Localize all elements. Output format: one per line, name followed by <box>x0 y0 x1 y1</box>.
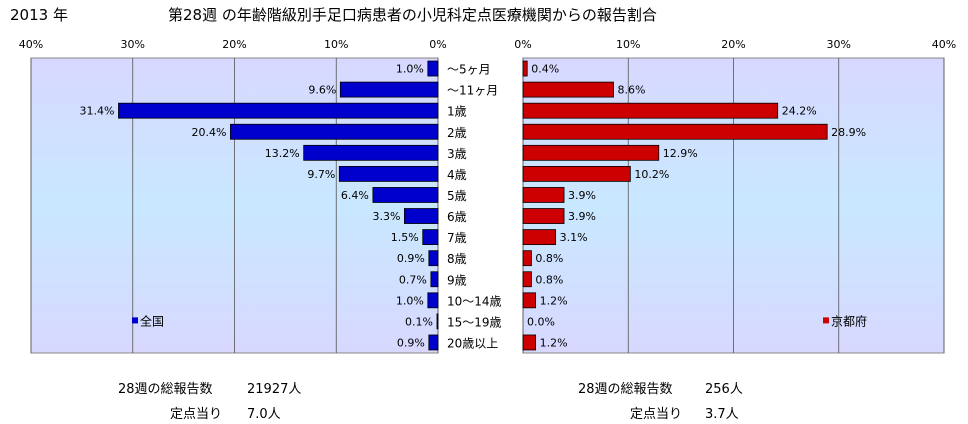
national-legend-label: 全国 <box>140 313 164 328</box>
kyoto-bar <box>522 334 537 351</box>
category-label: ～11ヶ月 <box>447 84 498 98</box>
kyoto-per-value: 3.7人 <box>705 407 739 422</box>
national-data-label: 31.4% <box>80 105 115 118</box>
category-label: 2歳 <box>447 126 467 140</box>
national-data-label: 9.7% <box>307 168 335 181</box>
kyoto-legend-label: 京都府 <box>831 313 867 328</box>
national-data-label: 6.4% <box>341 189 369 202</box>
kyoto-bar <box>522 144 660 161</box>
category-label: 10～14歳 <box>447 294 502 308</box>
kyoto-data-label: 0.4% <box>531 63 559 76</box>
national-bar <box>436 313 439 330</box>
right-tick-label: 30% <box>827 38 851 51</box>
national-legend-swatch <box>132 317 138 324</box>
national-bar <box>430 271 439 288</box>
kyoto-bar <box>522 60 528 77</box>
category-label: 3歳 <box>447 147 467 161</box>
kyoto-data-label: 0.0% <box>527 315 555 328</box>
left-tick-label: 20% <box>222 38 246 51</box>
national-bar <box>428 334 439 351</box>
kyoto-per-label: 定点当り <box>630 407 683 422</box>
kyoto-data-label: 10.2% <box>634 168 669 181</box>
national-bar <box>372 187 439 203</box>
category-label: ～5ヶ月 <box>447 63 491 77</box>
kyoto-data-label: 3.1% <box>560 231 588 244</box>
kyoto-bar <box>522 292 537 309</box>
national-data-label: 1.0% <box>396 63 424 76</box>
national-weekly-label: 28週の総報告数 <box>118 382 213 397</box>
kyoto-data-label: 1.2% <box>540 336 568 349</box>
kyoto-bar <box>522 81 614 98</box>
national-data-label: 0.7% <box>399 273 427 286</box>
national-data-label: 1.0% <box>396 294 424 307</box>
category-label: 9歳 <box>447 273 467 287</box>
left-tick-label: 0% <box>429 38 446 51</box>
kyoto-data-label: 24.2% <box>782 105 817 118</box>
national-bar <box>427 60 439 77</box>
national-bar <box>230 123 439 140</box>
right-tick-label: 40% <box>932 38 956 51</box>
chart-title: 第28週 の年齢階級別手足口病患者の小児科定点医療機関からの報告割合 <box>168 6 657 24</box>
kyoto-bar <box>522 102 779 119</box>
kyoto-data-label: 3.9% <box>568 210 596 223</box>
national-data-label: 0.1% <box>405 315 433 328</box>
national-data-label: 1.5% <box>391 231 419 244</box>
national-bar <box>427 292 439 309</box>
national-bar <box>303 144 439 161</box>
national-bar <box>338 165 439 182</box>
chart-year: 2013 年 <box>10 6 68 24</box>
kyoto-data-label: 12.9% <box>663 147 698 160</box>
national-data-label: 13.2% <box>265 147 300 160</box>
kyoto-bar <box>522 165 631 182</box>
national-bar <box>339 81 439 98</box>
national-bar <box>422 229 439 246</box>
category-label: 4歳 <box>447 168 467 182</box>
category-label: 6歳 <box>447 210 467 224</box>
kyoto-bar <box>522 123 828 140</box>
left-tick-label: 10% <box>324 38 348 51</box>
category-label: 7歳 <box>447 231 467 245</box>
kyoto-data-label: 1.2% <box>540 294 568 307</box>
kyoto-weekly-label: 28週の総報告数 <box>578 382 673 397</box>
category-label: 15～19歳 <box>447 315 502 329</box>
category-label: 5歳 <box>447 189 467 203</box>
kyoto-data-label: 8.6% <box>618 84 646 97</box>
national-data-label: 0.9% <box>397 252 425 265</box>
right-tick-label: 20% <box>721 38 745 51</box>
kyoto-bar <box>522 250 532 267</box>
kyoto-bar <box>522 208 565 224</box>
national-data-label: 20.4% <box>191 126 226 139</box>
national-per-value: 7.0人 <box>247 407 281 422</box>
category-label: 1歳 <box>447 105 467 119</box>
kyoto-data-label: 0.8% <box>535 252 563 265</box>
category-label: 8歳 <box>447 252 467 266</box>
left-tick-label: 40% <box>19 38 43 51</box>
left-tick-label: 30% <box>121 38 145 51</box>
national-per-label: 定点当り <box>170 407 223 422</box>
national-bar <box>404 208 439 224</box>
kyoto-bar <box>522 271 532 288</box>
kyoto-weekly-value: 256人 <box>705 382 743 397</box>
category-label: 20歳以上 <box>447 336 498 350</box>
kyoto-legend-swatch <box>823 317 829 324</box>
kyoto-bar <box>522 187 565 203</box>
right-tick-label: 10% <box>616 38 640 51</box>
national-bar <box>428 250 439 267</box>
right-tick-label: 0% <box>514 38 531 51</box>
kyoto-bar <box>522 229 557 246</box>
national-bar <box>118 102 439 119</box>
kyoto-data-label: 0.8% <box>535 273 563 286</box>
national-weekly-value: 21927人 <box>247 382 302 397</box>
national-data-label: 3.3% <box>372 210 400 223</box>
kyoto-data-label: 28.9% <box>831 126 866 139</box>
national-data-label: 9.6% <box>308 84 336 97</box>
national-data-label: 0.9% <box>397 336 425 349</box>
kyoto-data-label: 3.9% <box>568 189 596 202</box>
